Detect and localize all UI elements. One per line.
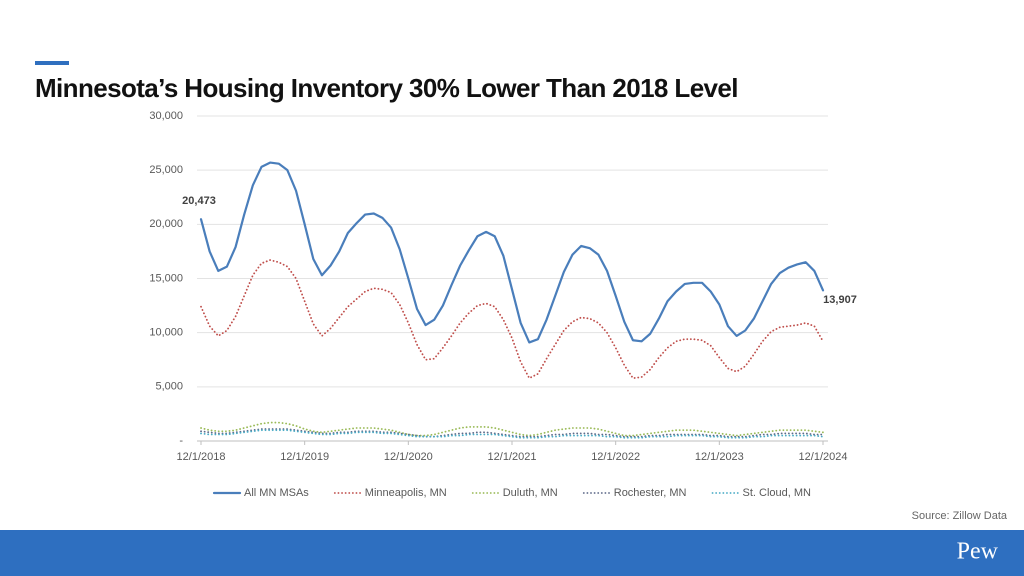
y-tick-label: 30,000 (149, 110, 183, 122)
legend-label: Duluth, MN (503, 487, 558, 499)
legend-label: Rochester, MN (614, 487, 687, 499)
series-line (199, 161, 825, 344)
x-tick-label: 12/1/2019 (280, 451, 329, 463)
y-tick-label: 20,000 (149, 218, 183, 230)
series-line (200, 429, 824, 439)
title-accent (35, 61, 69, 65)
legend-label: St. Cloud, MN (743, 487, 812, 499)
data-label: 13,907 (823, 294, 857, 306)
x-tick-label: 12/1/2023 (695, 451, 744, 463)
y-tick-label: 10,000 (149, 327, 183, 339)
legend-label: Minneapolis, MN (365, 487, 447, 499)
brand-logo: Pew (957, 539, 999, 565)
y-tick-label: - (179, 435, 183, 447)
chart-title: Minnesota’s Housing Inventory 30% Lower … (35, 73, 738, 103)
y-tick-label: 25,000 (149, 164, 183, 176)
data-label: 20,473 (182, 195, 216, 207)
series-line (200, 259, 824, 380)
x-tick-label: 12/1/2021 (488, 451, 537, 463)
footer-band (0, 530, 1024, 576)
source: Source: Zillow Data (912, 510, 1008, 522)
series-line (200, 428, 824, 438)
legend-label: All MN MSAs (244, 487, 309, 499)
x-tick-label: 12/1/2018 (177, 451, 226, 463)
series-line (200, 421, 824, 437)
x-tick-label: 12/1/2020 (384, 451, 433, 463)
x-tick-label: 12/1/2024 (799, 451, 848, 463)
y-tick-label: 5,000 (155, 381, 183, 393)
x-tick-label: 12/1/2022 (591, 451, 640, 463)
y-tick-label: 15,000 (149, 272, 183, 284)
